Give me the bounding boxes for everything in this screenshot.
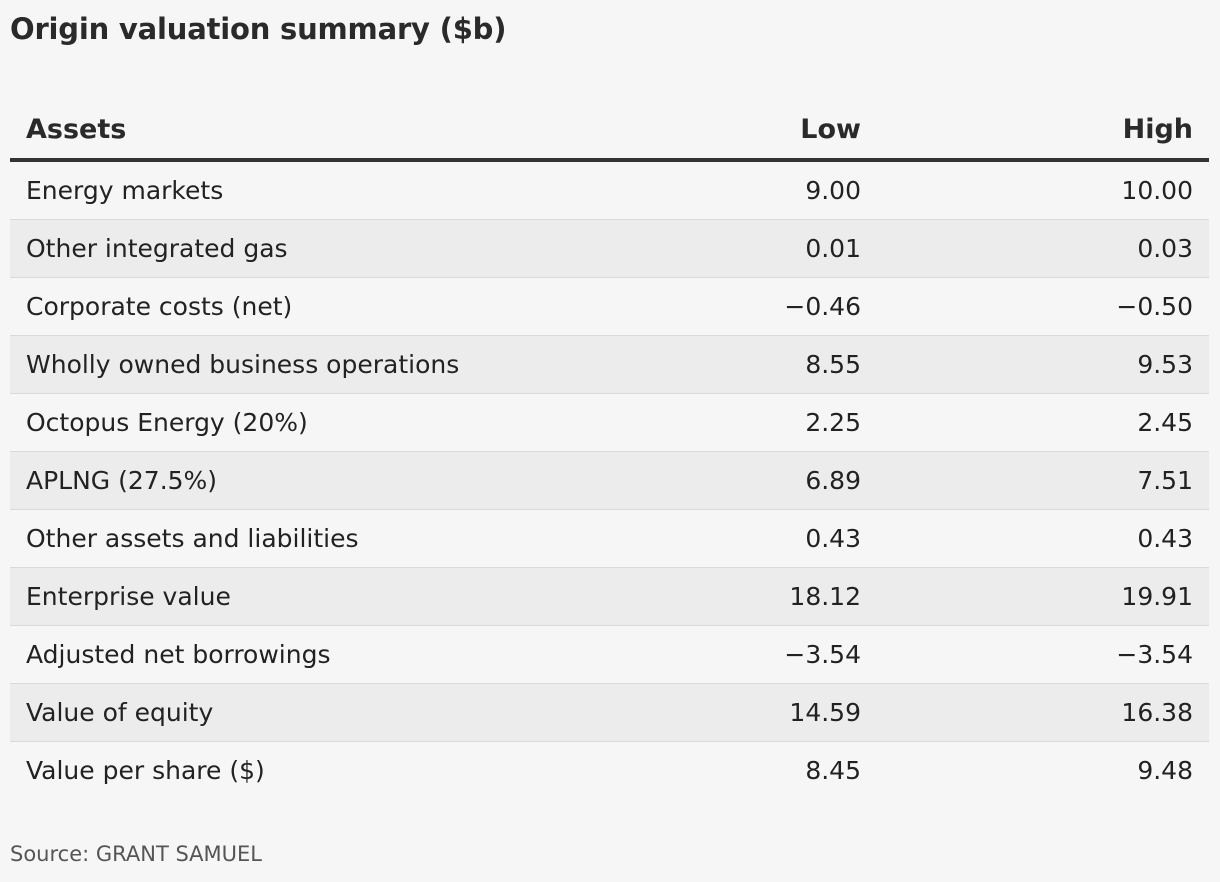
table-row: Value of equity 14.59 16.38 <box>10 683 1209 742</box>
table-row: Energy markets 9.00 10.00 <box>10 160 1209 220</box>
low-value: 9.00 <box>545 160 877 220</box>
high-value: 19.91 <box>877 567 1209 626</box>
high-value: −3.54 <box>877 625 1209 684</box>
row-label: Other assets and liabilities <box>10 509 545 568</box>
low-value: 18.12 <box>545 567 877 626</box>
table-body: Energy markets 9.00 10.00 Other integrated … <box>10 160 1209 799</box>
row-label: Value per share ($) <box>26 756 265 785</box>
low-value: 2.25 <box>545 393 877 452</box>
row-label: Adjusted net borrowings <box>10 625 545 684</box>
high-value: 16.38 <box>877 683 1209 742</box>
table-row: Value per share ($) 8.45 9.48 <box>10 742 1209 800</box>
table-row: Enterprise value 18.12 19.91 <box>10 567 1209 626</box>
table-header-row: Assets Low High <box>10 100 1209 162</box>
table-row: Adjusted net borrowings −3.54 −3.54 <box>10 625 1209 684</box>
low-value: 8.55 <box>545 335 877 394</box>
row-label: Value of equity <box>10 683 545 742</box>
table-row: Corporate costs (net) −0.46 −0.50 <box>10 277 1209 336</box>
row-label: Energy markets <box>10 160 545 220</box>
high-value: 7.51 <box>877 451 1209 510</box>
high-value: 0.03 <box>877 219 1209 278</box>
low-value: 0.01 <box>545 219 877 278</box>
high-value: 9.53 <box>877 335 1209 394</box>
chart-title: Origin valuation summary ($b) <box>10 12 507 46</box>
low-value: 6.89 <box>545 451 877 510</box>
table-row: APLNG (27.5%) 6.89 7.51 <box>10 451 1209 510</box>
table-row: Other integrated gas 0.01 0.03 <box>10 219 1209 278</box>
high-value: 0.43 <box>877 509 1209 568</box>
table-row: Wholly owned business operations 8.55 9.53 <box>10 335 1209 394</box>
valuation-table: Assets Low High Energy markets 9.00 10.00 O… <box>10 100 1209 799</box>
column-header-low: Low <box>545 100 877 162</box>
low-value: 8.45 <box>805 756 861 785</box>
high-value: 10.00 <box>877 160 1209 220</box>
low-value: 14.59 <box>545 683 877 742</box>
low-value: −0.46 <box>545 277 877 336</box>
table-row: Octopus Energy (20%) 2.25 2.45 <box>10 393 1209 452</box>
row-label: Corporate costs (net) <box>10 277 545 336</box>
high-value: 2.45 <box>877 393 1209 452</box>
row-label: Octopus Energy (20%) <box>10 393 545 452</box>
column-header-high: High <box>877 100 1209 162</box>
table-row: Other assets and liabilities 0.43 0.43 <box>10 509 1209 568</box>
low-value: −3.54 <box>545 625 877 684</box>
low-value: 0.43 <box>545 509 877 568</box>
high-value: 9.48 <box>1137 756 1193 785</box>
high-value: −0.50 <box>877 277 1209 336</box>
row-label: Wholly owned business operations <box>10 335 545 394</box>
row-label: Enterprise value <box>10 567 545 626</box>
source-note: Source: GRANT SAMUEL <box>10 842 263 866</box>
row-label: Other integrated gas <box>10 219 545 278</box>
row-label: APLNG (27.5%) <box>10 451 545 510</box>
column-header-assets: Assets <box>10 100 545 162</box>
